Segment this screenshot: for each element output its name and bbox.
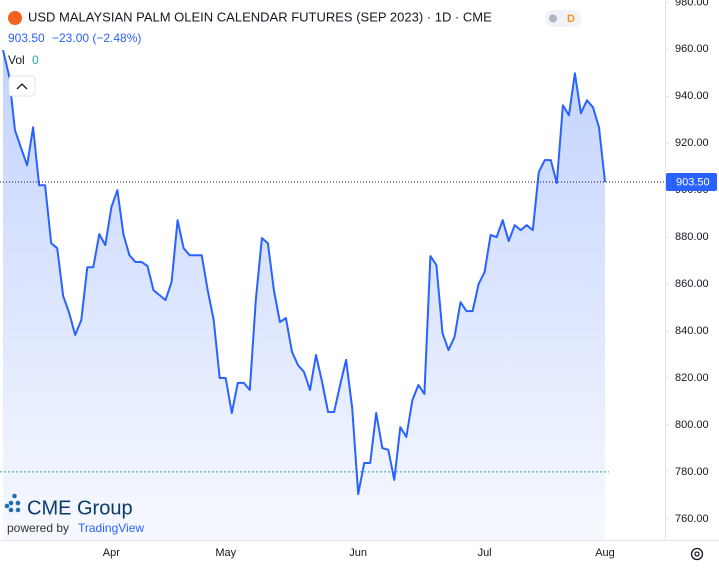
- collapse-button[interactable]: [8, 75, 36, 97]
- badge: D: [567, 13, 575, 25]
- symbol-title: USD MALAYSIAN PALM OLEIN CALENDAR FUTURE…: [28, 9, 492, 24]
- x-tick-label: Jul: [478, 547, 492, 559]
- x-tick-label: Apr: [103, 547, 120, 559]
- price-change: −23.00 (−2.48%): [52, 31, 141, 45]
- logo-dot: [4, 503, 10, 509]
- y-tick-label: 820.00: [675, 372, 709, 384]
- header: USD MALAYSIAN PALM OLEIN CALENDAR FUTURE…: [3, 6, 581, 97]
- last-price-tag: [666, 172, 717, 191]
- header-bg: [3, 6, 528, 30]
- y-tick-label: 860.00: [675, 278, 709, 290]
- area-fill: [3, 50, 605, 540]
- x-tick-label: May: [215, 547, 236, 559]
- y-tick-label: 800.00: [675, 419, 709, 431]
- y-tick-label: 980.00: [675, 0, 709, 8]
- volume-value: 0: [32, 53, 39, 67]
- badge-bg: [545, 10, 581, 27]
- platform[interactable]: TradingView: [78, 521, 144, 535]
- last-price-label: 903.50: [676, 176, 710, 188]
- settings-icon: [694, 551, 700, 557]
- y-tick-label: 840.00: [675, 325, 709, 337]
- last-price: 903.50: [8, 31, 45, 45]
- logo-dot: [15, 507, 21, 513]
- y-tick-label: 880.00: [675, 231, 709, 243]
- symbol-icon: [8, 11, 22, 25]
- logo-text: CME Group: [27, 497, 133, 519]
- y-tick-label: 960.00: [675, 43, 709, 55]
- x-tick-label: Aug: [595, 547, 615, 559]
- logo: CME Group powered by TradingView: [4, 493, 144, 535]
- logo-dot: [8, 500, 14, 506]
- volume-label: Vol: [8, 53, 25, 67]
- settings-icon: [690, 547, 704, 561]
- badge-dot: [549, 14, 557, 23]
- logo-dot: [8, 507, 14, 513]
- logo-dot: [15, 500, 21, 506]
- powered-by: powered by: [7, 521, 69, 535]
- plot: [0, 49, 609, 540]
- logo-dot: [12, 493, 17, 499]
- collapse-icon: [16, 83, 28, 90]
- price-line: [2, 49, 606, 495]
- y-tick-label: 940.00: [675, 90, 709, 102]
- y-tick-label: 760.00: [675, 513, 709, 525]
- y-tick-label: 780.00: [675, 466, 709, 478]
- settings-button[interactable]: [690, 547, 704, 561]
- x-tick-label: Jun: [349, 547, 367, 559]
- y-tick-label: 920.00: [675, 137, 709, 149]
